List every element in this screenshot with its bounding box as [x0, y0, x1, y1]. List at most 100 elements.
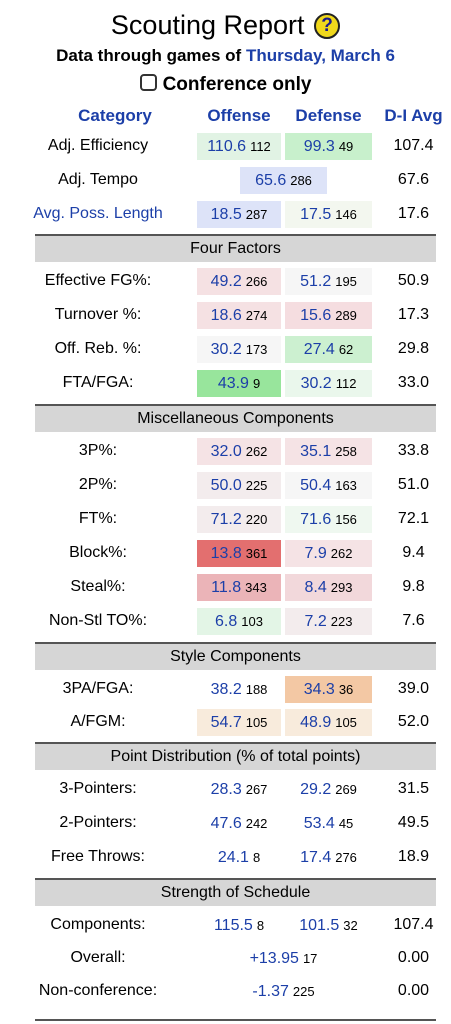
- stat-rank: 195: [335, 274, 357, 289]
- stat-value-link[interactable]: 49.2: [210, 273, 242, 290]
- stat-value-link[interactable]: 13.8: [210, 545, 242, 562]
- defense-cell: 7.2 223: [285, 608, 372, 635]
- stat-rank: 266: [245, 274, 268, 289]
- defense-cell: 15.6 289: [285, 302, 372, 329]
- stat-row: Components: 115.5 8 101.5 32 107.4: [0, 910, 451, 940]
- stat-rank: 8: [256, 918, 265, 933]
- stat-rank: 262: [245, 444, 268, 459]
- offense-cell: 49.2 266: [197, 268, 281, 295]
- stat-value-link[interactable]: 17.5: [300, 206, 332, 223]
- stat-value-link[interactable]: 51.2: [300, 273, 332, 290]
- stat-category: Steal%:: [70, 578, 126, 595]
- stat-value-link[interactable]: 50.4: [300, 477, 332, 494]
- stat-value-link[interactable]: 11.8: [211, 579, 242, 596]
- offense-cell: 28.3 267: [197, 776, 281, 803]
- stat-category: 2P%:: [78, 476, 118, 493]
- header-offense[interactable]: Offense: [207, 106, 271, 125]
- stat-rank: 269: [335, 782, 357, 797]
- stat-rank: 267: [245, 782, 268, 797]
- header-defense[interactable]: Defense: [295, 106, 362, 125]
- stat-value-link[interactable]: 38.2: [210, 681, 242, 698]
- data-through-date-link[interactable]: Thursday, March 6: [245, 46, 395, 65]
- stat-d1-average: 7.6: [402, 612, 425, 629]
- stat-d1-average: 29.8: [397, 340, 430, 357]
- stat-value-link[interactable]: 15.6: [300, 307, 332, 324]
- defense-cell: 99.3 49: [285, 133, 372, 160]
- conference-only-toggle[interactable]: Conference only: [0, 72, 451, 98]
- stat-rank: 286: [290, 173, 312, 188]
- stat-value-link[interactable]: 29.2: [300, 781, 332, 798]
- stat-row: Turnover %: 18.6 274 15.6 289 17.3: [0, 300, 451, 330]
- combined-cell: 65.6 286: [240, 167, 327, 194]
- offense-cell: 6.8 103: [197, 608, 281, 635]
- combined-cell: +13.95 17: [240, 945, 327, 972]
- stat-value-link[interactable]: 18.6: [210, 307, 242, 324]
- stat-d1-average: 39.0: [397, 680, 430, 697]
- stat-value-link[interactable]: 71.2: [210, 511, 242, 528]
- stat-value-link[interactable]: 53.4: [303, 815, 335, 832]
- stat-rank: 287: [245, 207, 268, 222]
- offense-cell: 18.5 287: [197, 201, 281, 228]
- stat-rank: 103: [241, 614, 263, 629]
- stat-rank: 9: [252, 376, 261, 391]
- stat-value-link[interactable]: 32.0: [210, 443, 242, 460]
- stat-value-link[interactable]: 54.7: [210, 714, 242, 731]
- stat-value-link[interactable]: 30.2: [300, 375, 332, 392]
- stat-row: 2P%: 50.0 225 50.4 163 51.0: [0, 470, 451, 500]
- header-d1-avg[interactable]: D-I Avg: [384, 106, 443, 125]
- section-header: Four Factors: [35, 234, 436, 262]
- stat-value-link[interactable]: 6.8: [215, 613, 238, 630]
- section-header: Miscellaneous Components: [35, 404, 436, 432]
- stat-value-link[interactable]: 43.9: [217, 375, 249, 392]
- stat-rank: 188: [245, 682, 268, 697]
- stat-rank: 112: [335, 376, 357, 391]
- stat-value-link[interactable]: 47.6: [210, 815, 242, 832]
- stat-value-link[interactable]: 35.1: [300, 443, 332, 460]
- stat-value-link[interactable]: +13.95: [249, 950, 299, 967]
- stat-value-link[interactable]: 50.0: [210, 477, 242, 494]
- stat-rank: 146: [335, 207, 357, 222]
- stat-row: FTA/FGA: 43.9 9 30.2 112 33.0: [0, 368, 451, 398]
- stat-value-link[interactable]: 30.2: [210, 341, 242, 358]
- stat-rank: 45: [338, 816, 354, 831]
- section-header: Style Components: [35, 642, 436, 670]
- stat-rank: 343: [245, 580, 267, 595]
- stat-value-link[interactable]: 65.6: [255, 172, 287, 189]
- offense-cell: 50.0 225: [197, 472, 281, 499]
- stat-value-link[interactable]: 71.6: [300, 511, 332, 528]
- data-through-line: Data through games of Thursday, March 6: [0, 44, 451, 68]
- stat-rank: 361: [245, 546, 268, 561]
- stat-value-link[interactable]: 110.6: [207, 138, 247, 155]
- stat-value-link[interactable]: 18.5: [210, 206, 242, 223]
- stat-rank: 274: [245, 308, 268, 323]
- stat-value-link[interactable]: 17.4: [300, 849, 332, 866]
- stat-category[interactable]: Avg. Poss. Length: [33, 205, 163, 222]
- stat-value-link[interactable]: 7.2: [304, 613, 327, 630]
- stat-rank: 105: [245, 715, 268, 730]
- stat-value-link[interactable]: 101.5: [299, 917, 340, 934]
- stat-value-link[interactable]: 27.4: [303, 341, 335, 358]
- stat-rank: 289: [335, 308, 357, 323]
- stat-value-link[interactable]: 8.4: [304, 579, 327, 596]
- defense-cell: 48.9 105: [285, 709, 372, 736]
- stat-value-link[interactable]: 99.3: [303, 138, 335, 155]
- help-icon[interactable]: ?: [314, 13, 341, 39]
- stat-value-link[interactable]: 28.3: [210, 781, 242, 798]
- defense-cell: 53.4 45: [285, 810, 372, 837]
- stat-rank: 163: [335, 478, 357, 493]
- stat-value-link[interactable]: 24.1: [217, 849, 249, 866]
- stat-value-link[interactable]: 7.9: [304, 545, 327, 562]
- conference-only-checkbox[interactable]: [139, 74, 157, 91]
- stat-value-link[interactable]: -1.37: [252, 983, 289, 1000]
- stat-value-link[interactable]: 34.3: [303, 681, 335, 698]
- offense-cell: 32.0 262: [197, 438, 281, 465]
- stat-value-link[interactable]: 115.5: [213, 917, 253, 934]
- stat-rank: 220: [245, 512, 268, 527]
- combined-cell: -1.37 225: [240, 978, 327, 1005]
- stat-d1-average: 33.0: [397, 374, 430, 391]
- stat-row: Non-conference: -1.37 225 0.00: [0, 976, 451, 1006]
- stat-value-link[interactable]: 48.9: [300, 714, 332, 731]
- offense-cell: 47.6 242: [197, 810, 281, 837]
- stat-d1-average: 49.5: [397, 814, 430, 831]
- header-category[interactable]: Category: [78, 106, 152, 125]
